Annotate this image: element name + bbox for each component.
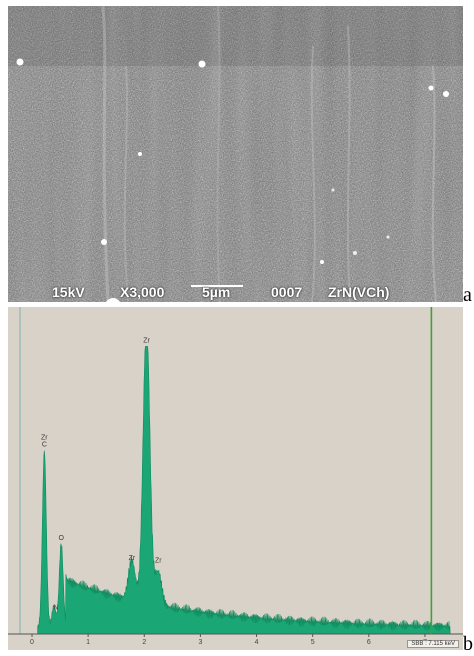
peak-label-0-1: C — [42, 442, 47, 449]
eds-spectrum: 01234567ZrCONZrZrZr SBB : 7.115 keV — [8, 307, 463, 650]
sample-label: ZrN(VCh) — [328, 284, 390, 300]
particle — [443, 91, 449, 97]
peak-label-2-0: N — [53, 604, 58, 611]
particle — [101, 239, 107, 245]
peak-label-0-0: Zr — [41, 435, 48, 442]
panel-letter-a: a — [463, 284, 472, 306]
image-number-label: 0007 — [271, 284, 303, 300]
peak-label-4-0: Zr — [129, 555, 136, 562]
particle — [138, 152, 142, 156]
particle — [106, 298, 120, 302]
particle — [386, 235, 390, 239]
sem-micrograph: 15kV X3,000 5µm 0007 ZrN(VCh) — [8, 6, 463, 302]
particle — [353, 251, 357, 255]
peak-label-5-0: Zr — [155, 558, 162, 565]
sem-texture — [8, 6, 463, 302]
particle — [320, 260, 324, 264]
status-readout: SBB : 7.115 keV — [407, 640, 459, 648]
x-tick-label-4: 4 — [255, 639, 259, 646]
x-tick-label-5: 5 — [311, 639, 315, 646]
particle — [428, 85, 434, 91]
x-tick-label-2: 2 — [142, 639, 146, 646]
x-tick-label-0: 0 — [30, 639, 34, 646]
spectrum-plot: 01234567ZrCONZrZrZr — [8, 307, 463, 646]
scale-bar — [191, 285, 243, 287]
x-tick-label-3: 3 — [198, 639, 202, 646]
peak-label-3-0: Zr — [143, 337, 150, 344]
particle — [331, 188, 335, 192]
panel-letter-b: b — [463, 633, 473, 655]
voltage-label: 15kV — [52, 284, 85, 300]
particle — [198, 60, 206, 68]
peak-label-1-0: O — [58, 535, 64, 542]
scale-label: 5µm — [202, 284, 231, 300]
x-tick-label-1: 1 — [86, 639, 90, 646]
magnification-label: X3,000 — [120, 284, 165, 300]
x-tick-label-6: 6 — [367, 639, 371, 646]
spectrum-area — [37, 346, 451, 635]
particle — [16, 58, 24, 66]
